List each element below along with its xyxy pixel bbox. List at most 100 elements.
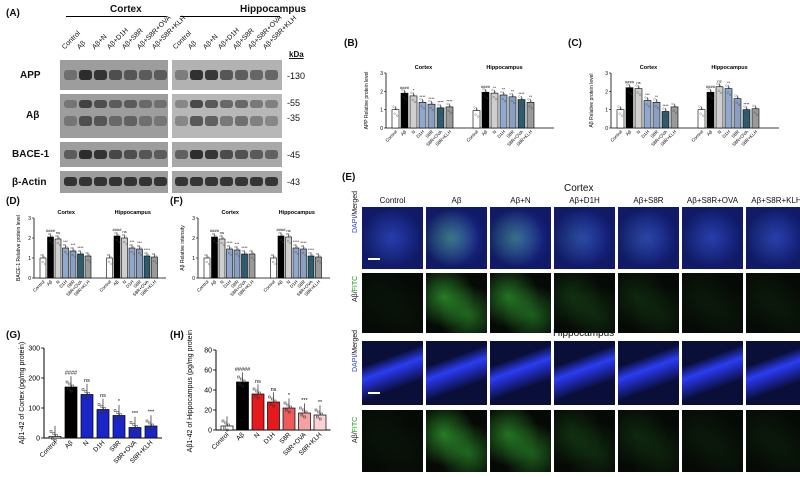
category-label: S8R (424, 129, 434, 139)
data-point (636, 91, 639, 94)
if-dapi-merged-image (554, 341, 615, 405)
category-label: D1H (222, 279, 232, 289)
significance-label: ** (655, 94, 659, 99)
data-point (132, 423, 136, 426)
data-point (83, 395, 86, 398)
data-point (493, 91, 496, 94)
data-point (635, 84, 638, 87)
if-hippocampus-title: Hippocampus (553, 328, 615, 339)
data-point (131, 245, 134, 249)
category-label: Aβ (112, 279, 120, 287)
data-point (492, 96, 495, 99)
data-point (312, 260, 315, 264)
data-point (51, 437, 54, 440)
data-point (99, 410, 102, 413)
category-label: D1H (58, 279, 68, 289)
data-point (502, 92, 505, 96)
data-point (138, 251, 141, 255)
data-point (113, 409, 117, 412)
row-label-actin: β-Actin (12, 177, 47, 188)
significance-label: #### (210, 228, 220, 233)
bar (251, 393, 265, 431)
category-label: Aβ (46, 279, 54, 287)
data-point (86, 258, 89, 262)
data-point (149, 428, 153, 432)
bar (427, 103, 436, 129)
panel-f-label: (F) (170, 196, 183, 207)
data-point (271, 397, 274, 401)
data-point (511, 94, 514, 97)
blot-band (265, 177, 278, 186)
significance-label: ns (255, 379, 261, 385)
if-fitc-image (554, 410, 615, 472)
data-point (392, 105, 395, 108)
data-point (419, 98, 422, 101)
y-tick-label: 0 (605, 126, 608, 132)
kda-130: -130 (287, 71, 306, 81)
data-point (484, 90, 487, 93)
data-point (151, 252, 155, 256)
category-label: N (410, 129, 416, 135)
data-point (430, 102, 433, 105)
blot-band (265, 100, 278, 108)
category-label: Control (196, 279, 210, 293)
significance-label: *** (148, 409, 155, 415)
significance-label: **** (77, 245, 84, 250)
data-point (72, 248, 75, 252)
data-point (447, 109, 450, 112)
data-point (154, 254, 157, 258)
blot-band (94, 70, 107, 80)
data-point (272, 260, 275, 264)
y-tick-label: 3 (192, 216, 195, 222)
data-point (133, 430, 137, 433)
data-point (482, 88, 485, 91)
data-point (115, 416, 118, 419)
category-label: D1H (415, 129, 425, 139)
blot-band (205, 70, 218, 80)
data-point (474, 113, 477, 116)
blot-lane-label: Aβ (187, 39, 199, 51)
bar (233, 249, 241, 279)
data-point (129, 421, 133, 424)
data-point (300, 413, 304, 417)
blot-band (190, 150, 203, 159)
blot-band (79, 70, 92, 80)
if-fitc-image (362, 273, 423, 333)
y-tick-label: 1 (605, 108, 608, 114)
category-label: Control (465, 129, 479, 143)
data-point (428, 100, 431, 103)
significance-label: ** (529, 94, 533, 99)
data-point (297, 252, 300, 256)
category-label: N (253, 431, 261, 439)
row-label-abeta: Aβ (26, 110, 40, 121)
data-point (317, 259, 320, 263)
data-point (234, 245, 237, 249)
bar (292, 247, 300, 279)
if-dapi-merged-image (554, 207, 615, 269)
data-point (255, 389, 259, 393)
data-point (145, 419, 149, 423)
if-dapi-merged-image (682, 341, 743, 405)
category-label: N (635, 129, 641, 135)
data-point (114, 231, 117, 235)
panel-d-label: (D) (6, 196, 20, 207)
group-title: Hippocampus (711, 65, 747, 71)
if-fitc-image (554, 273, 615, 333)
data-point (225, 428, 229, 432)
blot-band (64, 116, 77, 126)
data-point (289, 405, 292, 409)
data-point (617, 105, 620, 108)
significance-label: #### (481, 84, 491, 89)
blot-band (235, 116, 248, 126)
data-point (272, 404, 275, 408)
data-point (475, 108, 478, 111)
data-point (414, 100, 417, 103)
category-label: D1H (721, 129, 731, 139)
data-point (304, 253, 307, 257)
data-point (117, 418, 121, 421)
blot-band (250, 100, 263, 108)
data-point (318, 417, 322, 421)
y-axis-label: Aβ Relative protein level (589, 73, 595, 127)
data-point (527, 98, 530, 101)
bar (248, 253, 256, 279)
